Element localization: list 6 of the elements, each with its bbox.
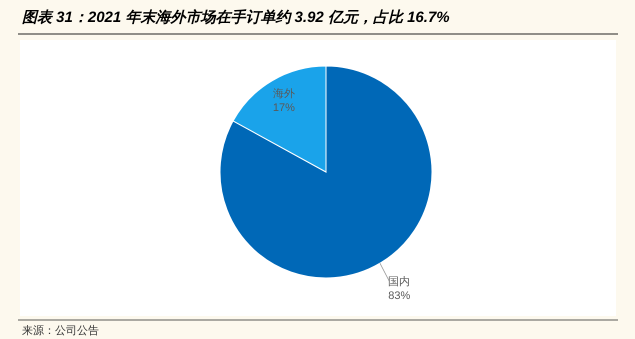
slice-label: 海外	[272, 88, 295, 100]
data-label: 17%	[272, 102, 296, 114]
source-note: 来源：公司公告	[22, 324, 99, 337]
chart-title: 图表 31：2021 年末海外市场在手订单约 3.92 亿元，占比 16.7%	[22, 8, 450, 26]
data-label: 83%	[388, 290, 410, 302]
slice-label: 国内	[388, 275, 410, 288]
